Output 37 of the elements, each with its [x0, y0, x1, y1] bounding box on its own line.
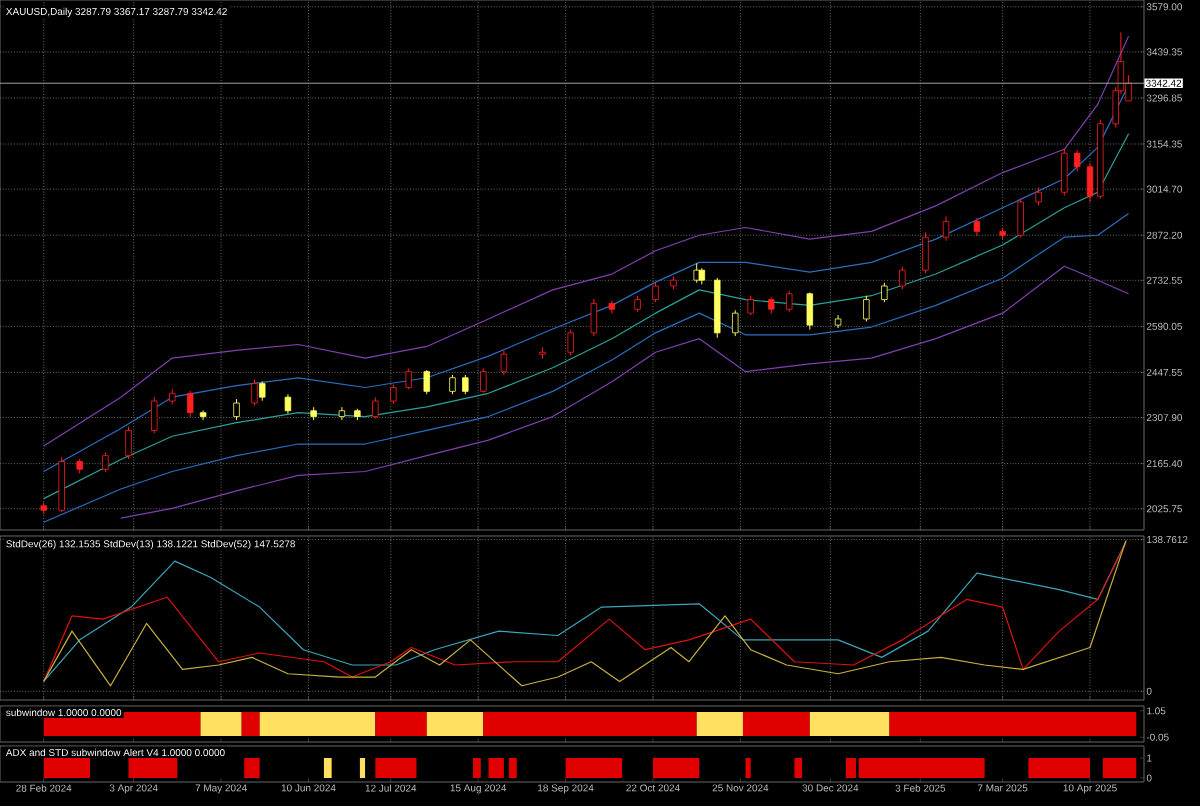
candlestick — [233, 398, 240, 421]
candlestick — [786, 290, 793, 313]
candlestick — [199, 409, 207, 421]
line-series — [43, 133, 1130, 500]
candlestick — [372, 396, 379, 419]
candlestick — [423, 369, 430, 395]
line-series — [120, 265, 1130, 519]
candlestick — [151, 396, 158, 434]
candlestick — [405, 367, 412, 390]
candlestick — [187, 390, 194, 418]
candlestick — [1073, 149, 1081, 172]
candlestick — [863, 295, 870, 323]
candlestick — [567, 329, 574, 356]
candlestick — [338, 406, 346, 421]
candlestick — [1017, 198, 1024, 239]
candlestick — [284, 393, 292, 415]
candlestick — [732, 309, 739, 337]
candlestick — [480, 367, 487, 394]
candlestick — [899, 266, 906, 290]
candlestick — [449, 374, 456, 395]
candlestick — [258, 380, 266, 402]
candlestick — [652, 282, 659, 303]
candlestick — [251, 379, 258, 407]
candlestick — [747, 295, 754, 316]
line-series — [43, 213, 1130, 523]
candlestick — [125, 426, 132, 460]
candlestick — [1061, 148, 1068, 197]
candlestick — [942, 216, 950, 242]
candlestick — [390, 384, 397, 405]
candlestick — [462, 374, 469, 395]
candlestick — [500, 350, 508, 376]
candlestick — [881, 282, 888, 303]
line-series — [43, 35, 1130, 447]
candlestick — [922, 232, 929, 274]
candlestick — [102, 451, 109, 473]
candlestick — [590, 298, 598, 337]
candlestick — [806, 291, 814, 331]
